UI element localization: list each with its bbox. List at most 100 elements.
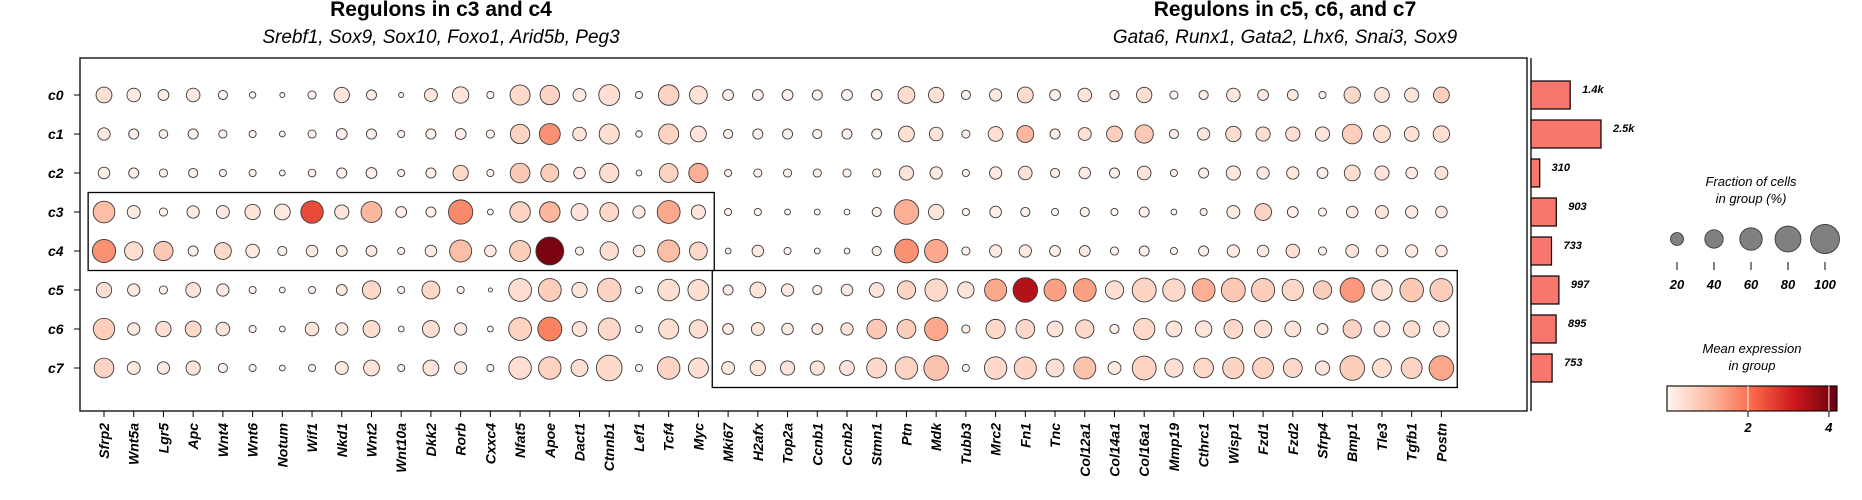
dot [634, 286, 643, 295]
dot [153, 240, 174, 262]
dot [871, 245, 882, 257]
dot [485, 129, 495, 139]
dot [1051, 207, 1060, 216]
dot [571, 281, 588, 299]
dot [870, 89, 883, 101]
dot [93, 357, 115, 379]
dot [1225, 165, 1241, 181]
dot [187, 128, 199, 140]
dot [1285, 126, 1301, 142]
cluster-label: c5 [48, 282, 64, 298]
gene-label: Col14a1 [1106, 423, 1122, 477]
dot [1018, 244, 1032, 258]
dot [1432, 125, 1451, 143]
dot [1109, 246, 1120, 256]
dot [1375, 244, 1389, 258]
dot [248, 325, 257, 334]
dot [300, 200, 324, 224]
dot [723, 128, 734, 140]
dot [158, 129, 169, 139]
dot [896, 280, 917, 300]
gene-label: Nkd1 [334, 423, 350, 457]
dot [1050, 167, 1061, 179]
dot [574, 246, 585, 256]
cluster-label: c7 [48, 360, 65, 376]
dot [784, 208, 791, 216]
dot [1134, 124, 1154, 144]
dot [1374, 165, 1390, 181]
dot [1109, 89, 1120, 101]
dot [245, 243, 260, 259]
dot [1286, 166, 1300, 180]
dot [960, 89, 971, 101]
dot [539, 84, 560, 106]
dot [538, 123, 561, 145]
dot [1222, 356, 1245, 380]
gene-label: Wnt6 [245, 423, 261, 457]
dot [1012, 277, 1039, 303]
dot [924, 238, 949, 264]
dot [781, 322, 794, 336]
cell-count-bar [1530, 236, 1553, 266]
color-legend-title: in group [1729, 358, 1776, 373]
dot [185, 282, 202, 298]
dot [780, 283, 795, 297]
dot [366, 89, 377, 101]
dot [1107, 361, 1122, 375]
dot [1375, 205, 1389, 219]
size-legend-dot [1704, 229, 1724, 249]
dot [690, 204, 706, 220]
dot [1429, 278, 1454, 302]
dot [988, 244, 1003, 258]
dot [1197, 127, 1211, 141]
dot [1131, 355, 1157, 381]
dot [158, 285, 168, 295]
dot [724, 247, 732, 255]
dot [155, 320, 172, 338]
dot [984, 278, 1008, 302]
dots [91, 84, 1455, 382]
dot [634, 325, 643, 334]
dot [1403, 126, 1420, 142]
dot [898, 165, 914, 181]
dot [304, 321, 320, 337]
gene-label: Fn1 [1017, 423, 1033, 448]
dot [988, 88, 1003, 102]
dot [1162, 278, 1186, 302]
dot [722, 284, 734, 296]
dot [599, 241, 619, 261]
dot [279, 92, 286, 98]
dot [128, 167, 140, 179]
dot [689, 241, 708, 261]
dot [278, 325, 286, 333]
dot [894, 356, 919, 380]
dot [928, 203, 945, 221]
dot [456, 286, 465, 295]
dot [1253, 319, 1273, 339]
dot [632, 244, 646, 258]
dot [1020, 206, 1031, 218]
dot [336, 167, 348, 179]
dot [657, 356, 681, 380]
gene-label: Mrc2 [988, 423, 1004, 456]
dot [425, 206, 437, 218]
dot [1405, 244, 1419, 258]
dot [126, 87, 141, 103]
dot [898, 125, 915, 143]
gene-label: H2afx [750, 422, 766, 461]
dot [1284, 320, 1302, 338]
dot [1016, 86, 1034, 104]
dot [657, 84, 680, 106]
dot [1136, 165, 1152, 181]
dot [634, 364, 643, 373]
dot [1226, 205, 1241, 219]
dot [452, 164, 469, 182]
dot [724, 207, 733, 216]
dot [1193, 357, 1214, 379]
dot [599, 202, 620, 222]
dot [1109, 323, 1120, 335]
titles: Regulons in c3 and c4 Srebf1, Sox9, Sox10… [262, 0, 1457, 48]
dot [509, 162, 531, 184]
dot [425, 167, 437, 179]
